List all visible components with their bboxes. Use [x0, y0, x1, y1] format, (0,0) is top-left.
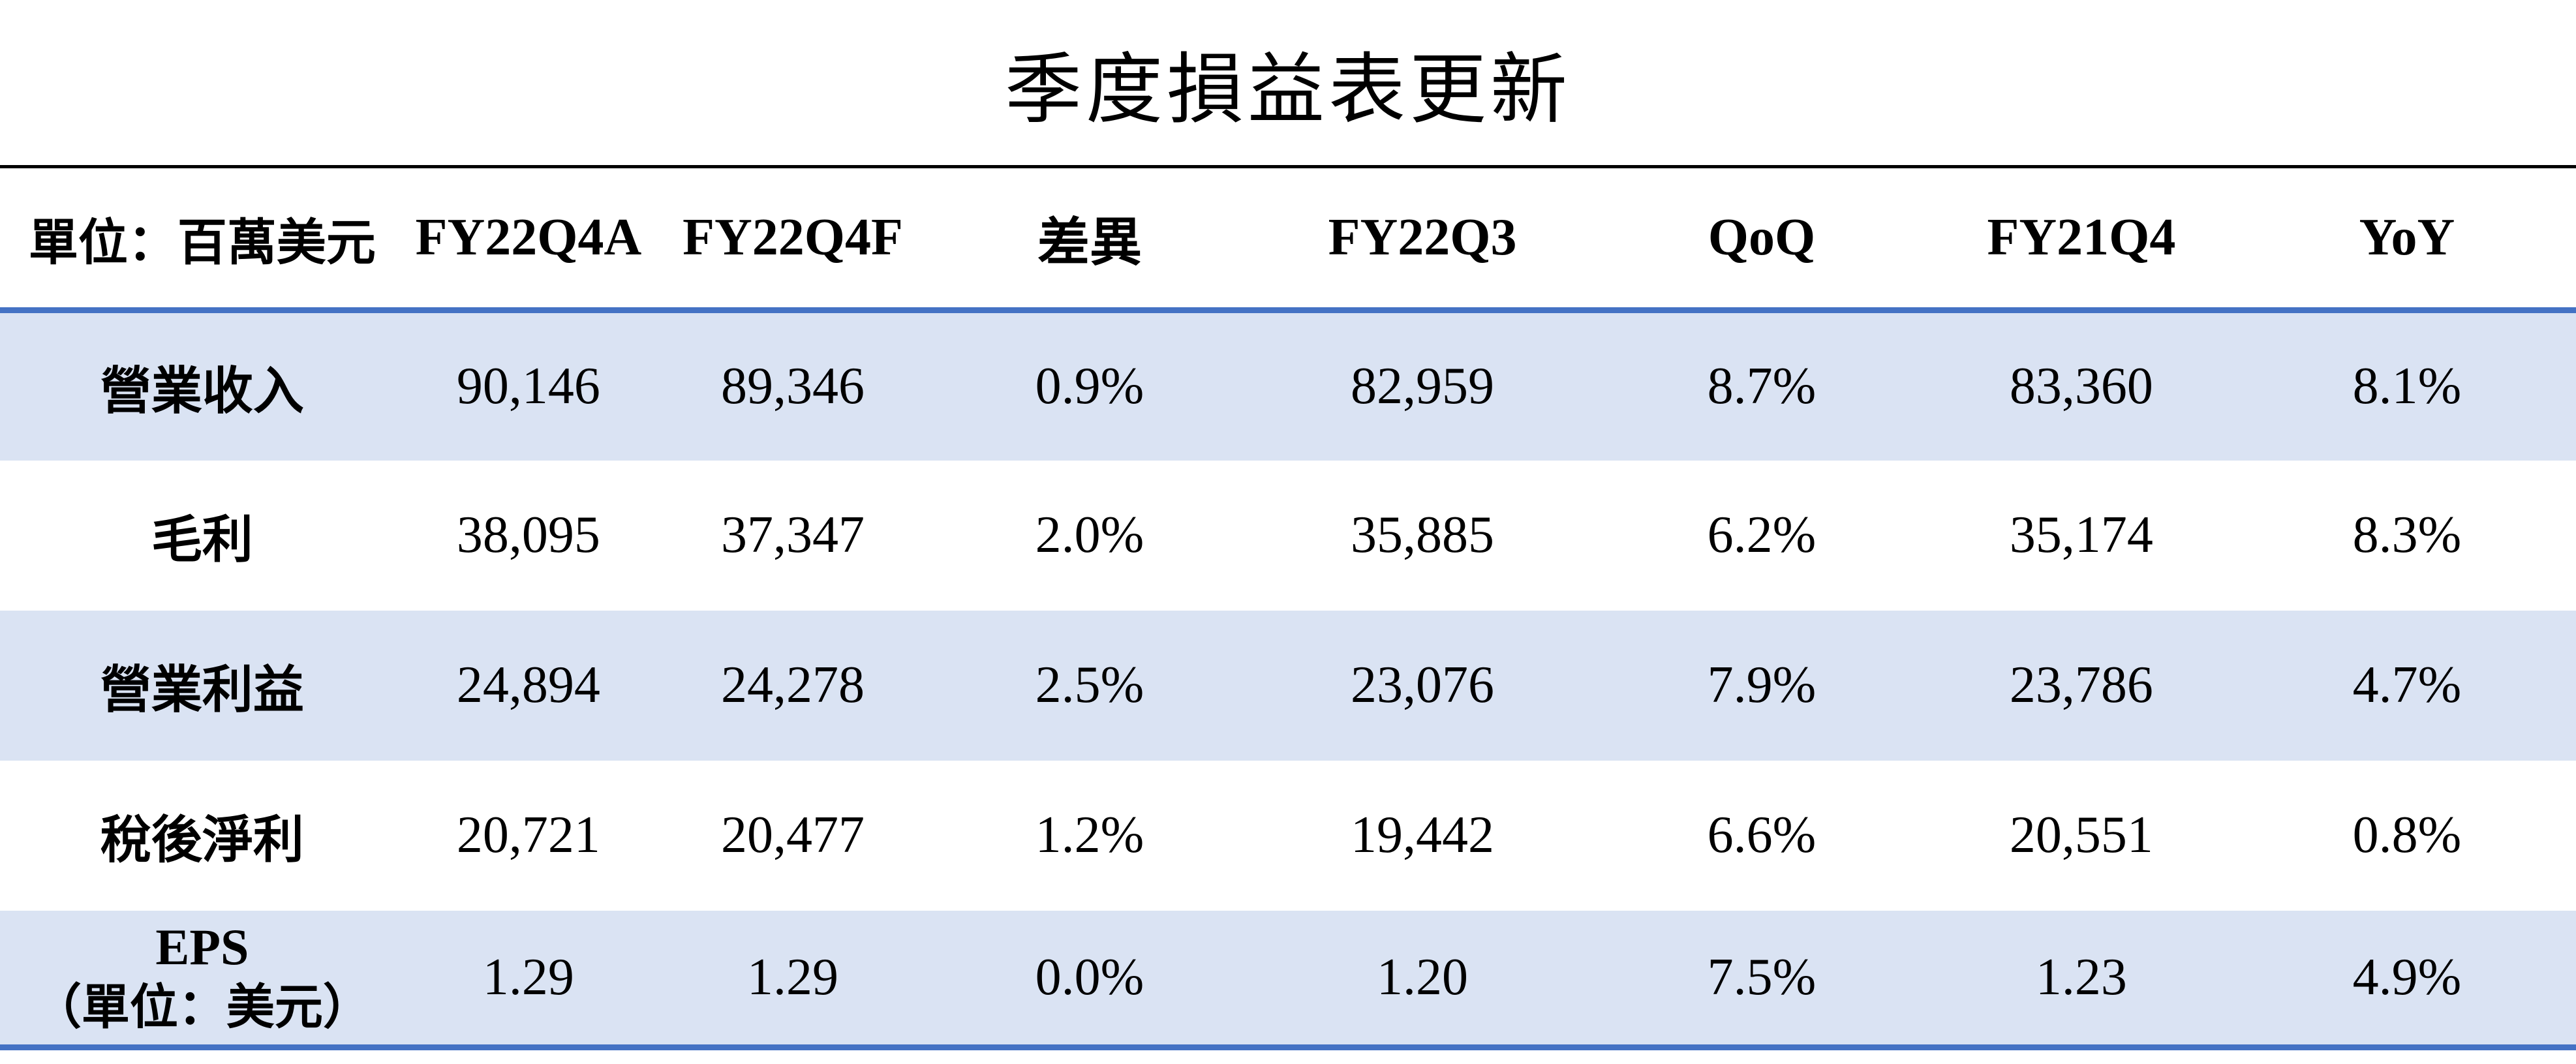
cell-value: 23,076 — [1351, 656, 1495, 714]
cell-value: 7.9% — [1707, 656, 1817, 714]
title-bar: 季度損益表更新 — [0, 0, 2576, 165]
row-label: 稅後淨利 — [100, 811, 304, 868]
column-header-fy22q4a: FY22Q4A — [415, 209, 642, 266]
cell-value: 83,360 — [2009, 357, 2153, 416]
cell-value: 19,442 — [1351, 806, 1495, 864]
cell-value: 2.5% — [1035, 656, 1144, 714]
cell-value: 23,786 — [2009, 656, 2153, 714]
header-row: 單位：百萬美元 FY22Q4A FY22Q4F 差異 FY22Q3 QoQ FY… — [0, 167, 2576, 311]
cell-value: 8.1% — [2352, 357, 2462, 416]
cell-value: 4.7% — [2352, 656, 2462, 714]
column-header-qoq: QoQ — [1708, 209, 1816, 266]
cell-value: 0.9% — [1035, 357, 1144, 416]
row-label: 毛利 — [151, 511, 253, 568]
column-header-fy22q4f: FY22Q4F — [682, 209, 903, 266]
cell-value: 35,174 — [2009, 506, 2153, 564]
cell-value: 20,721 — [456, 806, 600, 864]
row-label: EPS （單位：美元） — [0, 911, 405, 1048]
cell-value: 82,959 — [1351, 357, 1495, 416]
cell-value: 0.0% — [1035, 948, 1144, 1006]
cell-value: 6.2% — [1707, 506, 1817, 564]
cell-value: 4.9% — [2352, 948, 2462, 1006]
cell-value: 1.2% — [1035, 806, 1144, 864]
cell-value: 0.8% — [2352, 806, 2462, 864]
column-header-fy21q4: FY21Q4 — [1987, 209, 2176, 266]
table-row-eps: EPS （單位：美元） 1.29 1.29 0.0% 1.20 7.5% 1.2… — [0, 910, 2576, 1048]
cell-value: 1.20 — [1377, 948, 1469, 1006]
cell-value: 1.29 — [746, 948, 838, 1006]
table-row-operating-income: 營業利益 24,894 24,278 2.5% 23,076 7.9% 23,7… — [0, 610, 2576, 761]
cell-value: 24,278 — [720, 656, 865, 714]
cell-value: 20,477 — [720, 806, 865, 864]
cell-value: 6.6% — [1707, 806, 1817, 864]
cell-value: 1.23 — [2035, 948, 2127, 1006]
income-statement-table: 單位：百萬美元 FY22Q4A FY22Q4F 差異 FY22Q3 QoQ FY… — [0, 165, 2576, 1050]
cell-value: 2.0% — [1035, 506, 1144, 564]
row-label: 營業收入 — [100, 362, 304, 419]
cell-value: 7.5% — [1707, 948, 1817, 1006]
row-label-eps-unit: （單位：美元） — [33, 980, 371, 1035]
cell-value: 24,894 — [456, 656, 600, 714]
cell-value: 8.7% — [1707, 357, 1817, 416]
row-label-eps: EPS — [155, 919, 249, 976]
cell-value: 38,095 — [456, 506, 600, 564]
cell-value: 20,551 — [2009, 806, 2153, 864]
column-header-unit: 單位：百萬美元 — [28, 215, 376, 271]
column-header-yoy: YoY — [2359, 209, 2455, 266]
cell-value: 90,146 — [456, 357, 600, 416]
table-row-gross-profit: 毛利 38,095 37,347 2.0% 35,885 6.2% 35,174… — [0, 461, 2576, 611]
column-header-fy22q3: FY22Q3 — [1328, 209, 1517, 266]
cell-value: 89,346 — [720, 357, 865, 416]
cell-value: 1.29 — [482, 948, 574, 1006]
column-header-diff: 差異 — [1037, 214, 1142, 272]
table-row-revenue: 營業收入 90,146 89,346 0.9% 82,959 8.7% 83,3… — [0, 310, 2576, 461]
page-title: 季度損益表更新 — [1004, 48, 1571, 133]
cell-value: 8.3% — [2352, 506, 2462, 564]
table-row-net-income: 稅後淨利 20,721 20,477 1.2% 19,442 6.6% 20,5… — [0, 761, 2576, 911]
row-label: 營業利益 — [100, 661, 304, 718]
cell-value: 35,885 — [1351, 506, 1495, 564]
cell-value: 37,347 — [720, 506, 865, 564]
